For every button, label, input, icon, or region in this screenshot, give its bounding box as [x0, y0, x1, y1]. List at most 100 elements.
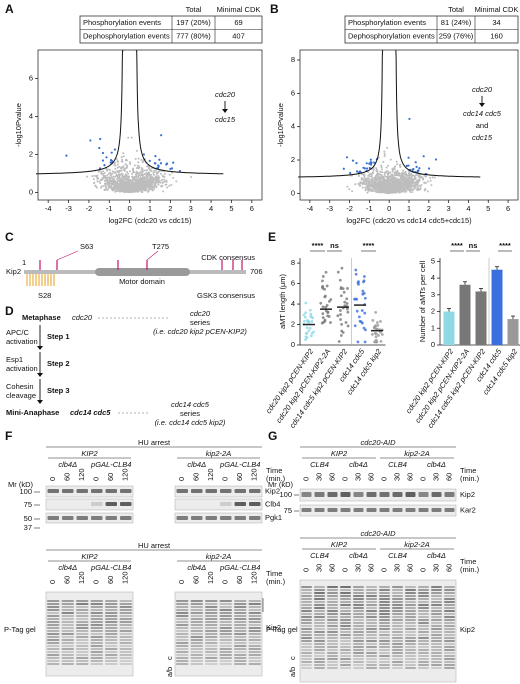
background-point — [172, 176, 175, 179]
measurement-dot — [344, 321, 348, 324]
blot-band — [327, 637, 338, 639]
blot-strip — [45, 498, 134, 511]
blot-band — [431, 634, 442, 636]
measurement-dot — [304, 315, 307, 319]
background-point — [401, 182, 404, 185]
blot-band — [444, 508, 455, 512]
blot-band — [234, 600, 247, 602]
blot-band — [47, 618, 60, 620]
blot-band — [301, 664, 312, 666]
blot-band — [61, 624, 74, 626]
background-point — [389, 158, 392, 161]
blot-band — [366, 589, 377, 591]
background-point — [117, 173, 120, 176]
blot-band — [47, 636, 60, 638]
blot-band — [340, 646, 351, 648]
blot-band — [340, 492, 351, 497]
background-point — [383, 173, 386, 176]
blot-band — [301, 625, 312, 627]
measurement-dot — [362, 291, 366, 295]
x-tick-label: -3 — [65, 204, 72, 213]
background-point — [380, 176, 383, 179]
blot-band — [327, 616, 338, 618]
blot-title: cdc20-AID — [360, 529, 396, 538]
background-point — [389, 185, 392, 188]
background-point — [115, 190, 118, 193]
blot-band — [353, 640, 364, 642]
blot-band — [301, 658, 312, 660]
background-point — [393, 187, 396, 190]
blot-band — [219, 609, 232, 611]
blot-band — [379, 658, 390, 660]
blot-band — [327, 598, 338, 600]
background-point — [394, 185, 397, 188]
background-point — [368, 173, 371, 176]
blot-band — [314, 592, 325, 594]
domain-label: Motor domain — [119, 277, 165, 286]
time-point: 60 — [106, 473, 115, 481]
blot-band — [234, 603, 247, 605]
blot-band — [76, 663, 89, 665]
time-point: 0 — [340, 568, 349, 572]
background-point — [402, 187, 405, 190]
blot-band — [327, 643, 338, 645]
background-point — [137, 179, 140, 182]
blot-band — [418, 622, 429, 624]
blot-band — [190, 663, 203, 665]
blot-band — [418, 646, 429, 648]
blot-band — [379, 613, 390, 615]
table-cell: 259 (76%) — [439, 31, 474, 40]
background-point — [380, 166, 383, 169]
blot-band — [418, 589, 429, 591]
background-point — [370, 173, 373, 176]
background-point — [107, 186, 110, 189]
blot-label: Clb4 — [265, 499, 280, 508]
blot-band — [248, 630, 261, 632]
background-point — [168, 173, 171, 176]
blot-band — [219, 642, 232, 644]
blot-band — [379, 622, 390, 624]
blot-band — [353, 634, 364, 636]
background-point — [141, 181, 144, 184]
background-point — [121, 187, 124, 190]
background-point — [421, 177, 424, 180]
blot-band — [119, 630, 132, 632]
blot-band — [105, 489, 117, 493]
background-point — [152, 179, 155, 182]
significant-point — [363, 167, 366, 170]
background-point — [120, 189, 123, 192]
blot-band — [327, 649, 338, 651]
blot-band — [314, 607, 325, 609]
measurement-dot — [340, 322, 343, 326]
blot-band — [90, 648, 103, 650]
measurement-dot — [370, 333, 374, 336]
measurement-dot — [345, 302, 349, 305]
blot-band — [392, 625, 403, 627]
background-point — [152, 173, 155, 176]
blot-band — [190, 639, 203, 641]
blot-band — [205, 651, 218, 653]
background-point — [395, 187, 398, 190]
background-point — [163, 173, 166, 176]
measurement-dot — [354, 268, 358, 272]
significant-point — [148, 159, 151, 162]
blot-band — [327, 492, 338, 497]
blot-band — [234, 627, 247, 629]
blot-band — [353, 628, 364, 630]
background-point — [118, 177, 121, 180]
blot-band — [431, 625, 442, 627]
blot-band — [90, 609, 103, 611]
blot-label: Kip2 — [460, 490, 475, 499]
blot-band — [119, 648, 132, 650]
measurement-dot — [323, 319, 327, 323]
blot-band — [418, 667, 429, 669]
measurement-dot — [375, 327, 379, 331]
blot-strip — [174, 512, 263, 524]
background-point — [145, 171, 148, 174]
blot-band — [205, 636, 218, 638]
blot-band — [301, 643, 312, 645]
blot-band — [353, 664, 364, 666]
background-point — [412, 178, 415, 181]
blot-band — [301, 649, 312, 651]
blot-band — [392, 664, 403, 666]
